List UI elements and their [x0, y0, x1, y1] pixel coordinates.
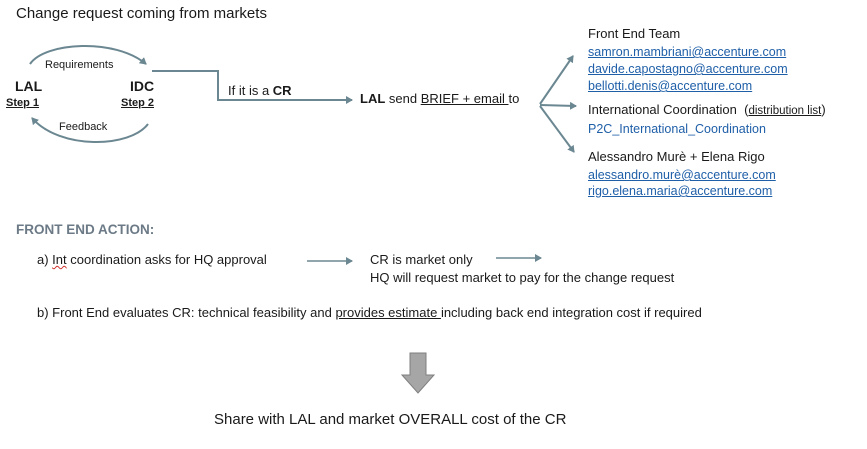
brief-email: BRIEF + email	[420, 91, 509, 106]
action-b-text: b) Front End evaluates CR: technical fea…	[37, 305, 702, 320]
idc-step: Step 2	[121, 97, 155, 109]
lal-step: Step 1	[6, 97, 40, 109]
email-link[interactable]: rigo.elena.maria@accenture.com	[588, 184, 773, 198]
arrow-to-front-end	[539, 55, 574, 105]
idc-label: IDC	[130, 78, 155, 94]
page-title: Change request coming from markets	[16, 5, 267, 22]
send-actor: LAL	[360, 91, 386, 106]
provides-estimate: provides estimate	[335, 305, 441, 320]
email-link[interactable]: alessandro.murè@accenture.com	[588, 168, 776, 182]
front-end-heading: FRONT END ACTION:	[16, 222, 155, 237]
idc-to-send-connector	[152, 70, 353, 104]
condition-text: If it is a CR	[228, 83, 292, 98]
arrow-to-mure-rigo	[539, 105, 575, 153]
requirements-label: Requirements	[45, 59, 114, 71]
recipient-name-mure-rigo: Alessandro Murè + Elena Rigo	[588, 149, 765, 164]
int-word: Int	[52, 252, 67, 267]
email-link[interactable]: samron.mambriani@accenture.com	[588, 45, 787, 59]
feedback-label: Feedback	[59, 121, 108, 133]
recipient-name-front-end: Front End Team	[588, 26, 681, 41]
footer-text: Share with LAL and market OVERALL cost o…	[214, 411, 567, 428]
distribution-list-note: distribution list	[748, 105, 822, 117]
action-a-result-2: HQ will request market to pay for the ch…	[370, 270, 675, 285]
email-link[interactable]: bellotti.denis@accenture.com	[588, 79, 753, 93]
action-a-text: a) Int coordination asks for HQ approval	[37, 252, 267, 267]
distribution-list-name: P2C_International_Coordination	[588, 122, 766, 136]
feedback-arrow	[31, 117, 149, 143]
recipient-name-int-coordination: International Coordination (distribution…	[588, 102, 826, 117]
lal-label: LAL	[15, 78, 43, 94]
cr-bold: CR	[272, 83, 292, 98]
email-link[interactable]: davide.capostagno@accenture.com	[588, 62, 788, 76]
send-text: LAL send BRIEF + email to	[360, 91, 520, 106]
requirements-arrow	[29, 45, 147, 65]
action-a-result-1: CR is market only	[370, 252, 473, 267]
down-arrow-icon	[400, 352, 436, 394]
arrow-to-int-coordination	[539, 101, 577, 110]
